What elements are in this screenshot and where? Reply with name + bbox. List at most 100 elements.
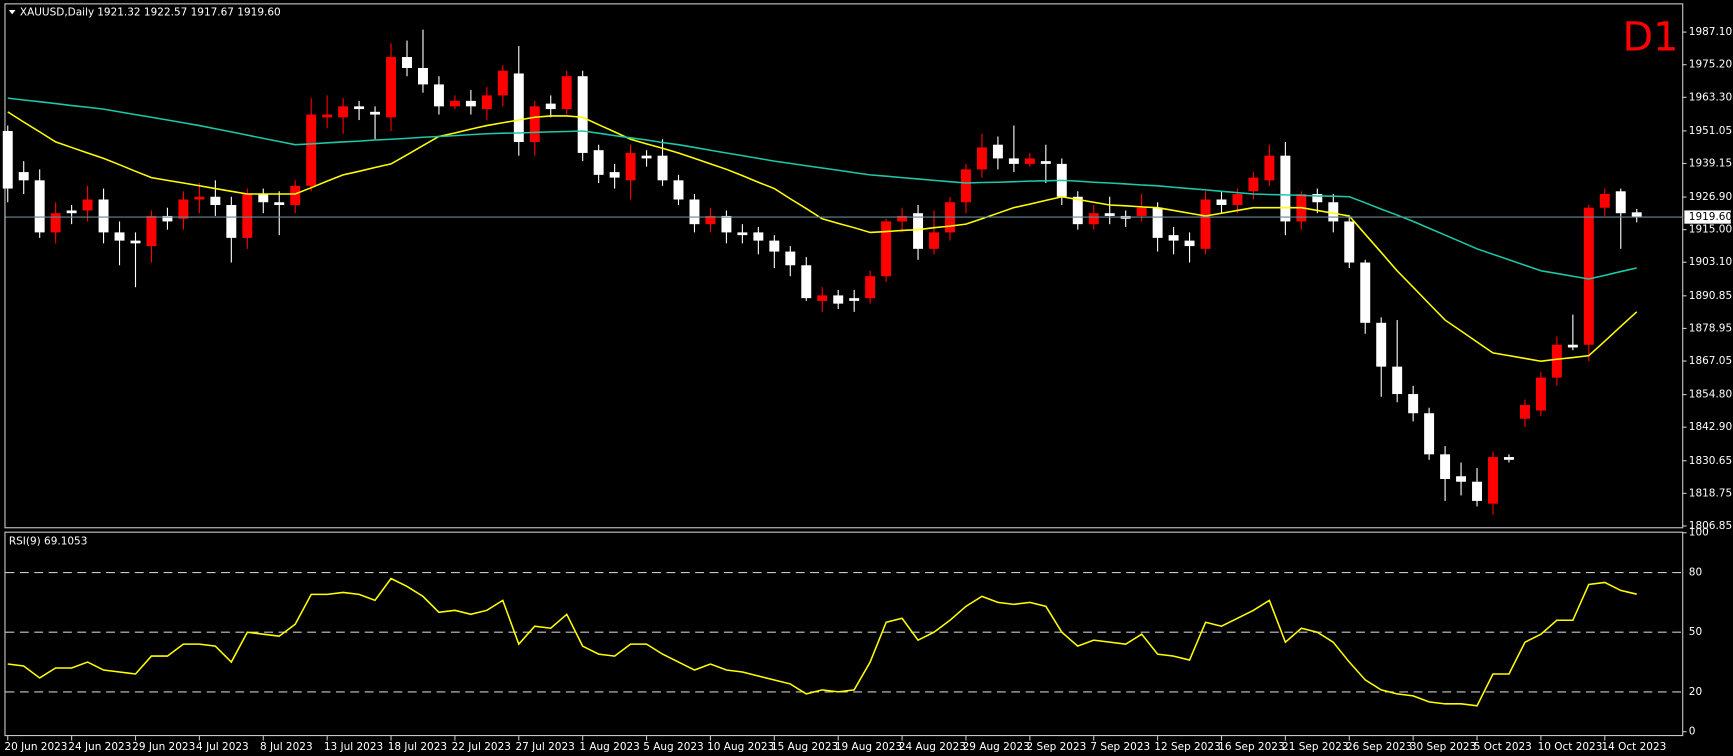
candle-body: [354, 106, 365, 110]
candle-body: [258, 194, 269, 203]
candle-body: [865, 276, 876, 299]
candle-body: [1072, 196, 1083, 225]
candle-body: [1312, 194, 1323, 203]
x-tick-label: 10 Oct 2023: [1538, 741, 1603, 753]
candle-body: [929, 232, 940, 249]
candle-body: [306, 114, 317, 186]
candle-body: [1472, 481, 1483, 501]
y-tick-label: 1987.10: [1689, 26, 1732, 38]
candle-body: [18, 172, 29, 181]
x-tick-label: 21 Sep 2023: [1282, 741, 1348, 753]
y-tick-label: 20: [1689, 686, 1702, 698]
x-tick-label: 5 Aug 2023: [643, 741, 703, 753]
candle-body: [1503, 457, 1514, 460]
candle-body: [1488, 457, 1498, 504]
candle-body: [210, 196, 221, 205]
candle-body: [2, 131, 13, 189]
x-tick-label: 8 Jul 2023: [260, 741, 313, 753]
moving-average-line: [7, 97, 1637, 280]
candle-body: [721, 215, 732, 233]
candle-body: [1248, 177, 1259, 192]
candle-body: [1599, 194, 1610, 208]
candle-body: [785, 251, 796, 266]
y-tick-label: 1830.65: [1689, 455, 1732, 467]
candle-body: [1216, 199, 1227, 205]
candle-body: [386, 57, 397, 118]
candle-body: [1152, 207, 1163, 238]
candle-body: [1615, 191, 1626, 214]
x-tick-label: 2 Sep 2023: [1027, 741, 1087, 753]
candle-body: [82, 199, 93, 211]
x-tick-label: 30 Sep 2023: [1410, 741, 1476, 753]
y-tick-label: 1890.85: [1689, 290, 1732, 302]
x-tick-label: 19 Aug 2023: [835, 741, 902, 753]
candle-body: [1184, 240, 1195, 247]
candle-body: [1136, 207, 1147, 216]
candle-body: [529, 106, 540, 142]
y-tick-label: 1903.10: [1689, 256, 1732, 268]
candle-body: [114, 232, 125, 241]
x-tick-label: 18 Jul 2023: [388, 741, 447, 753]
candle-body: [1088, 213, 1099, 225]
candle-body: [130, 240, 141, 244]
y-tick-label: 1867.05: [1689, 355, 1732, 367]
candle-body: [1232, 194, 1243, 205]
candle-body: [66, 210, 77, 214]
candle-body: [817, 295, 828, 301]
rsi-title: RSI(9) 69.1053: [9, 536, 88, 548]
x-tick-label: 27 Jul 2023: [515, 741, 574, 753]
candle-body: [98, 199, 109, 233]
candle-body: [497, 70, 508, 96]
candle-body: [1551, 344, 1562, 378]
candle-body: [1424, 413, 1435, 455]
y-tick-label: 80: [1689, 567, 1702, 579]
candle-body: [625, 152, 636, 181]
candle-body: [1583, 207, 1594, 345]
x-tick-label: 29 Aug 2023: [963, 741, 1030, 753]
candle-body: [641, 155, 652, 159]
candle-body: [1456, 476, 1467, 482]
y-tick-label: 1926.90: [1689, 191, 1732, 203]
candle-body: [513, 73, 524, 142]
symbol-title: XAUUSD,Daily: [20, 7, 94, 19]
candle-body: [705, 215, 716, 225]
y-tick-label: 1806.85: [1689, 520, 1732, 532]
candle-body: [1631, 212, 1642, 218]
candle-body: [753, 232, 764, 241]
candle-body: [1519, 405, 1530, 419]
candle-body: [1280, 155, 1291, 222]
candle-body: [1040, 161, 1051, 164]
candle-body: [417, 67, 428, 85]
rsi-panel-frame: [4, 531, 1684, 737]
y-tick-label: 0: [1689, 726, 1696, 738]
candle-body: [1376, 322, 1387, 367]
menu-arrow[interactable]: [8, 9, 16, 15]
y-tick-label: 1818.75: [1689, 487, 1732, 499]
candle-body: [274, 202, 285, 205]
candle-body: [226, 204, 237, 238]
y-tick-label: 100: [1689, 527, 1709, 539]
candle-body: [673, 180, 684, 200]
candle-body: [960, 169, 971, 203]
candle-body: [1535, 377, 1546, 411]
candle-body: [50, 213, 61, 233]
candle-body: [449, 100, 460, 107]
candle-body: [769, 240, 780, 252]
candle-body: [1392, 366, 1403, 395]
y-tick-label: 1951.05: [1689, 125, 1732, 137]
candle-body: [1024, 158, 1035, 164]
x-tick-label: 24 Jun 2023: [68, 741, 131, 753]
candle-body: [992, 144, 1003, 159]
candle-body: [881, 221, 892, 277]
candle-body: [1328, 202, 1339, 222]
moving-average-line: [7, 111, 1638, 362]
y-tick-label: 1842.90: [1689, 421, 1732, 433]
candle-body: [913, 213, 924, 249]
candle-body: [433, 84, 444, 107]
candle-body: [609, 172, 620, 178]
y-tick-label: 1939.15: [1689, 157, 1732, 169]
candle-body: [162, 215, 173, 222]
candle-body: [1408, 394, 1419, 414]
